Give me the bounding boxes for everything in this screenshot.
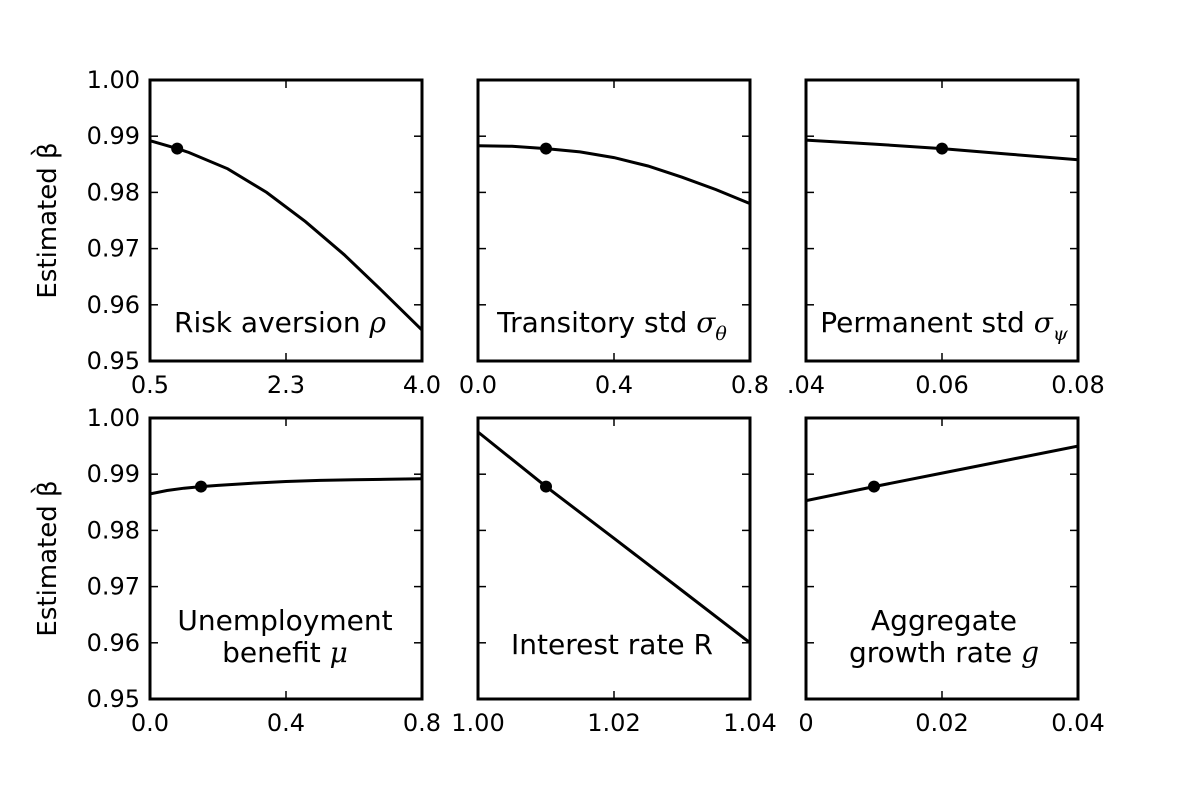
y-tick-label: 1.00 xyxy=(87,66,140,94)
y-tick-label: 0.96 xyxy=(87,629,140,657)
panel-label: Aggregate xyxy=(871,604,1017,637)
series-line xyxy=(150,139,422,332)
panel-label: growth rate g xyxy=(849,636,1039,669)
x-tick-label: 0.04 xyxy=(1051,709,1104,737)
y-tick-label: 0.98 xyxy=(87,178,140,206)
x-tick-label: 0.08 xyxy=(1051,371,1104,399)
y-axis-label: Estimated β̀ xyxy=(29,142,63,298)
x-tick-label: 0.0 xyxy=(131,709,169,737)
x-tick-label: 1.04 xyxy=(723,709,776,737)
series-line xyxy=(478,430,750,644)
estimate-point xyxy=(540,480,552,493)
x-tick-label: 0.4 xyxy=(267,709,305,737)
y-tick-label: 0.95 xyxy=(87,347,140,375)
x-tick-label: 0.02 xyxy=(915,709,968,737)
estimate-point xyxy=(868,480,880,493)
panel-label: Interest rate R xyxy=(511,628,713,661)
y-tick-label: 0.99 xyxy=(87,122,140,150)
panel-label: benefit μ xyxy=(222,636,348,669)
panel-label: Risk aversion ρ xyxy=(174,306,387,339)
series-line xyxy=(150,477,422,496)
x-tick-label: 2.3 xyxy=(267,371,305,399)
y-tick-label: 1.00 xyxy=(87,404,140,432)
x-tick-label: 0.5 xyxy=(131,371,169,399)
x-tick-label: 0.8 xyxy=(403,709,441,737)
y-tick-label: 0.97 xyxy=(87,235,140,263)
panel-label: Transitory std σθ xyxy=(496,306,727,345)
estimate-point xyxy=(195,480,207,493)
panel-3: .04 0.06 0.08 Permanent std σψ xyxy=(787,78,1105,399)
series-line xyxy=(806,444,1078,503)
estimate-point xyxy=(171,142,184,155)
y-axis-label: Estimated β̀ xyxy=(29,480,63,636)
panel-label: Unemployment xyxy=(177,604,392,637)
panel-5: 1.00 1.02 1.04 Interest rate R xyxy=(451,416,777,737)
y-tick-label: 0.98 xyxy=(87,516,140,544)
panel-4: 0.0 0.4 0.8 0.95 0.96 0.97 0.98 0.99 1.00 Estimat… xyxy=(29,404,441,737)
x-tick-label: 0.4 xyxy=(595,371,633,399)
panel-1: 0.5 2.3 4.0 0.95 0.96 0.97 0.98 0.99 1.00 Estimat… xyxy=(29,66,441,399)
x-tick-label: 1.00 xyxy=(451,709,504,737)
estimate-point xyxy=(540,142,552,155)
series-line xyxy=(478,144,750,205)
y-tick-label: 0.95 xyxy=(87,685,140,713)
x-tick-label: .04 xyxy=(787,371,825,399)
x-tick-label: 1.02 xyxy=(587,709,640,737)
x-tick-label: 0 xyxy=(798,709,813,737)
y-tick-label: 0.96 xyxy=(87,291,140,319)
estimate-point xyxy=(936,142,948,155)
y-tick-label: 0.99 xyxy=(87,460,140,488)
panel-label: Permanent std σψ xyxy=(820,306,1069,345)
x-tick-label: 4.0 xyxy=(403,371,441,399)
y-tick-label: 0.97 xyxy=(87,573,140,601)
x-tick-label: 0.06 xyxy=(915,371,968,399)
x-tick-label: 0.8 xyxy=(731,371,769,399)
x-tick-label: 0.0 xyxy=(459,371,497,399)
